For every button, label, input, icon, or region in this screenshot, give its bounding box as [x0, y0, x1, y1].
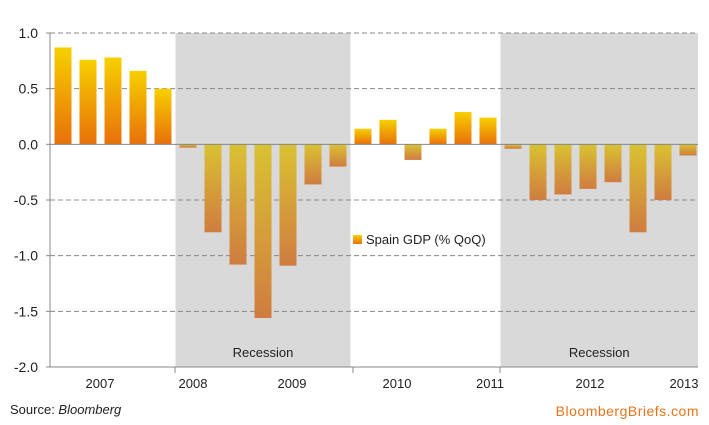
year-label: 2008 [179, 376, 208, 391]
y-tick-label: 0.0 [19, 136, 39, 152]
bar [229, 144, 247, 265]
bar [579, 144, 597, 189]
year-label: 2011 [476, 376, 504, 391]
brand-logo-text: BloombergBriefs.com [555, 403, 699, 419]
source-prefix: Source: [10, 402, 59, 417]
y-tick-label: -1.0 [14, 248, 38, 264]
bar [104, 57, 122, 145]
y-tick-label: 1.0 [19, 25, 39, 41]
year-label: 2012 [576, 376, 605, 391]
bar [479, 117, 497, 145]
bar [379, 119, 397, 145]
bar [54, 47, 72, 145]
source-name: Bloomberg [58, 402, 122, 417]
year-label: 2007 [86, 376, 115, 391]
legend-label: Spain GDP (% QoQ) [366, 232, 486, 247]
legend: Spain GDP (% QoQ) [353, 232, 486, 247]
bar [179, 144, 197, 148]
bar [429, 128, 447, 145]
source-note: Source: Bloomberg [10, 402, 121, 417]
bar [254, 144, 272, 319]
y-tick-label: -1.5 [14, 303, 38, 319]
bar [279, 144, 297, 266]
bar [454, 112, 472, 145]
bar [154, 88, 172, 145]
year-label: 2010 [383, 376, 412, 391]
bar [329, 144, 347, 167]
bar [679, 144, 697, 156]
bar [354, 128, 372, 145]
recession-label: Recession [233, 345, 294, 360]
bar [654, 144, 672, 200]
year-label: 2013 [670, 376, 699, 391]
bar [304, 144, 322, 185]
bar [79, 59, 97, 145]
year-label: 2009 [278, 376, 307, 391]
y-tick-label: -0.5 [14, 192, 38, 208]
bar [554, 144, 572, 195]
bar [129, 70, 147, 145]
bar [604, 144, 622, 183]
y-tick-label: -2.0 [14, 359, 38, 375]
bar [404, 144, 422, 160]
gdp-bar-chart: Recession Recession 1.0 0.5 0.0 -0.5 -1.0 -1.5 -… [14, 25, 699, 391]
legend-swatch [353, 235, 362, 244]
y-tick-label: 0.5 [19, 81, 39, 97]
bar [204, 144, 222, 233]
bar [529, 144, 547, 200]
bar [504, 144, 522, 149]
bar [629, 144, 647, 233]
recession-label: Recession [569, 345, 630, 360]
